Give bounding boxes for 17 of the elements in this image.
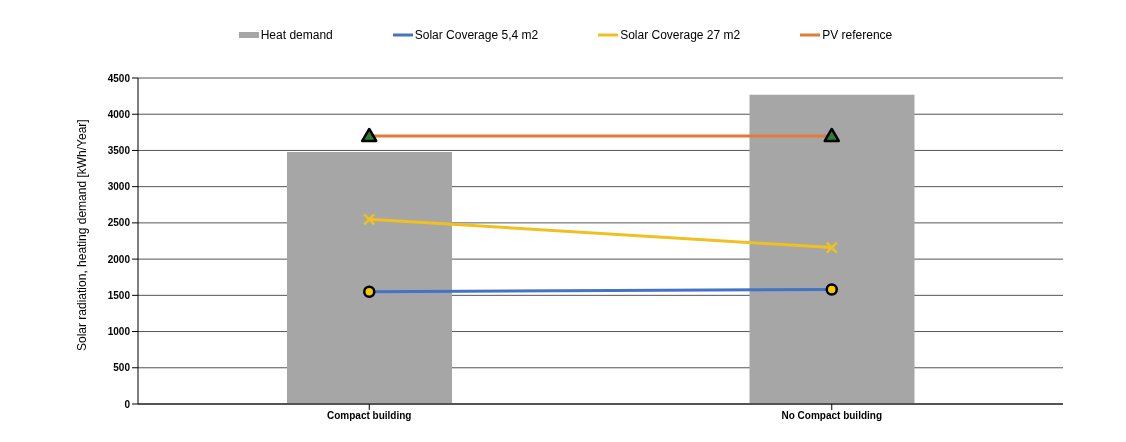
y-tick-label: 4500 <box>107 72 131 84</box>
y-tick-label: 2500 <box>107 217 131 229</box>
legend-label: PV reference <box>821 28 893 42</box>
y-tick-label: 0 <box>124 398 131 410</box>
y-tick-label: 1500 <box>107 289 131 301</box>
y-tick-label: 3000 <box>107 181 131 193</box>
legend-label: Solar Coverage 5,4 m2 <box>413 28 539 42</box>
x-tick-label: No Compact building <box>781 410 883 422</box>
legend-label: Solar Coverage 27 m2 <box>619 28 741 42</box>
legend-label: Heat demand <box>259 28 333 42</box>
y-axis-title: Solar radiation, heating demand [kWh/Year] <box>75 119 90 351</box>
y-tick-label: 3500 <box>107 144 131 156</box>
y-tick-label: 2000 <box>107 253 131 265</box>
y-tick-label: 1000 <box>107 326 131 338</box>
x-tick-label: Compact building <box>327 410 412 422</box>
y-tick-label: 500 <box>113 362 131 374</box>
y-tick-label: 4000 <box>107 108 131 120</box>
